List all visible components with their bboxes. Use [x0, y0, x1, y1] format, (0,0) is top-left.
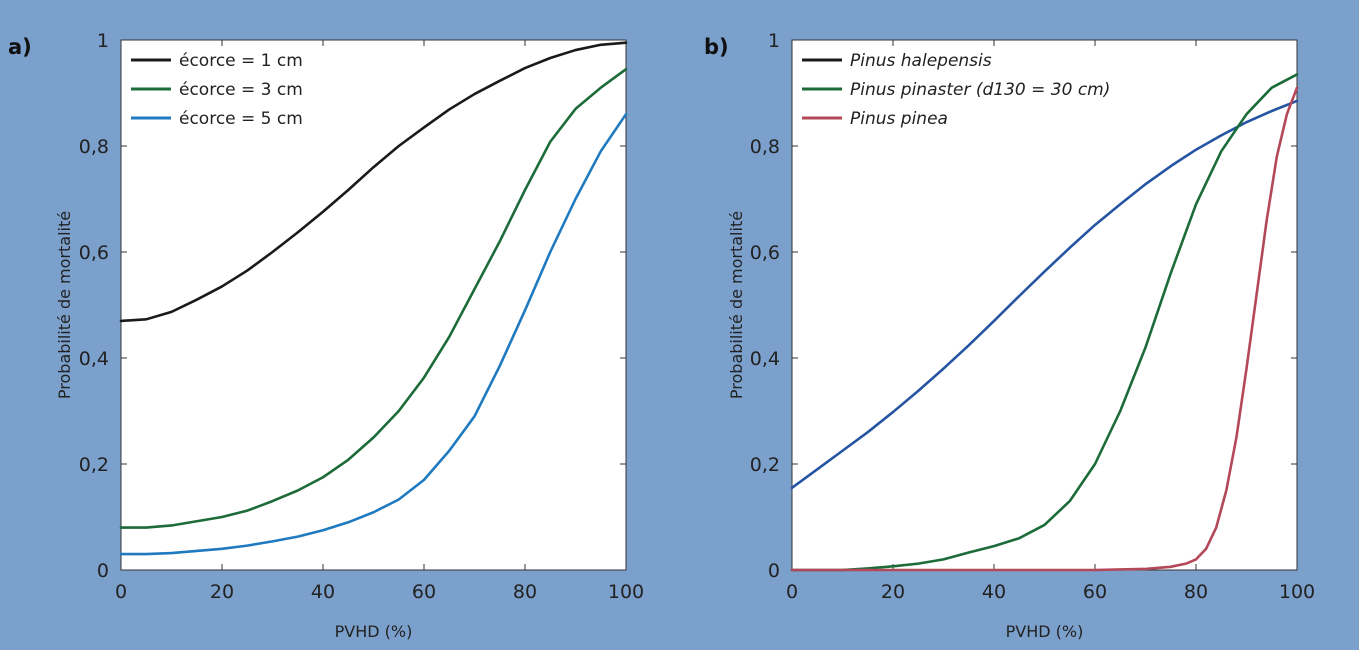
x-axis-label: PVHD (%): [335, 622, 413, 641]
x-tick-label: 80: [513, 581, 537, 603]
series-line: [790, 86, 1299, 572]
legend: écorce = 1 cm écorce = 3 cm écorce = 5 cm: [131, 51, 303, 129]
y-tick-label: 0,6: [79, 242, 109, 264]
y-tick-label: 0,2: [750, 454, 780, 476]
series-line: [119, 112, 628, 556]
x-tick-label: 60: [1083, 581, 1107, 603]
series-line: [119, 41, 628, 323]
plot-area: [791, 39, 1298, 571]
y-tick-label: 0,2: [79, 454, 109, 476]
x-axis-label: PVHD (%): [1006, 622, 1084, 641]
x-tick-label: 0: [786, 581, 798, 603]
chart-panel-1: a) 0 20 40 60 80 100 0 0,2 0,4 0,6 0,8 1 PVHD (%) Prob…: [8, 30, 644, 641]
x-tick-label: 60: [412, 581, 436, 603]
series-line: [119, 67, 628, 529]
panel-label: a): [8, 35, 32, 59]
y-tick-label: 0,4: [750, 348, 780, 370]
x-tick-label: 20: [881, 581, 905, 603]
legend: Pinus halepensis Pinus pinaster (d130 = 3…: [802, 51, 1110, 129]
y-tick-label: 1: [97, 30, 109, 52]
legend-label: écorce = 3 cm: [179, 80, 303, 100]
x-tick-label: 80: [1184, 581, 1208, 603]
legend-label: écorce = 5 cm: [179, 109, 303, 129]
series-line: [790, 99, 1299, 490]
y-axis-label: Probabilité de mortalité: [727, 211, 746, 399]
y-tick-label: 0,8: [79, 136, 109, 158]
x-tick-label: 0: [115, 581, 127, 603]
y-tick-label: 1: [768, 30, 780, 52]
x-tick-label: 100: [1279, 581, 1315, 603]
panel-label: b): [704, 35, 729, 59]
x-tick-label: 20: [210, 581, 234, 603]
plot-area: [120, 39, 627, 571]
y-tick-label: 0,6: [750, 242, 780, 264]
legend-label: Pinus halepensis: [850, 51, 992, 71]
y-tick-label: 0,4: [79, 348, 109, 370]
y-tick-label: 0,8: [750, 136, 780, 158]
legend-label: Pinus pinaster (d130 = 30 cm): [850, 80, 1110, 100]
y-tick-label: 0: [768, 560, 780, 582]
legend-label: écorce = 1 cm: [179, 51, 303, 71]
x-tick-label: 40: [982, 581, 1006, 603]
chart-panel-2: b) 0 20 40 60 80 100 0 0,2 0,4 0,6 0,8 1 PVHD (%) Prob…: [704, 30, 1315, 641]
y-axis-label: Probabilité de mortalité: [55, 211, 74, 399]
y-tick-label: 0: [97, 560, 109, 582]
legend-label: Pinus pinea: [850, 109, 948, 129]
x-tick-label: 40: [311, 581, 335, 603]
x-tick-label: 100: [608, 581, 644, 603]
series-line: [790, 73, 1299, 572]
